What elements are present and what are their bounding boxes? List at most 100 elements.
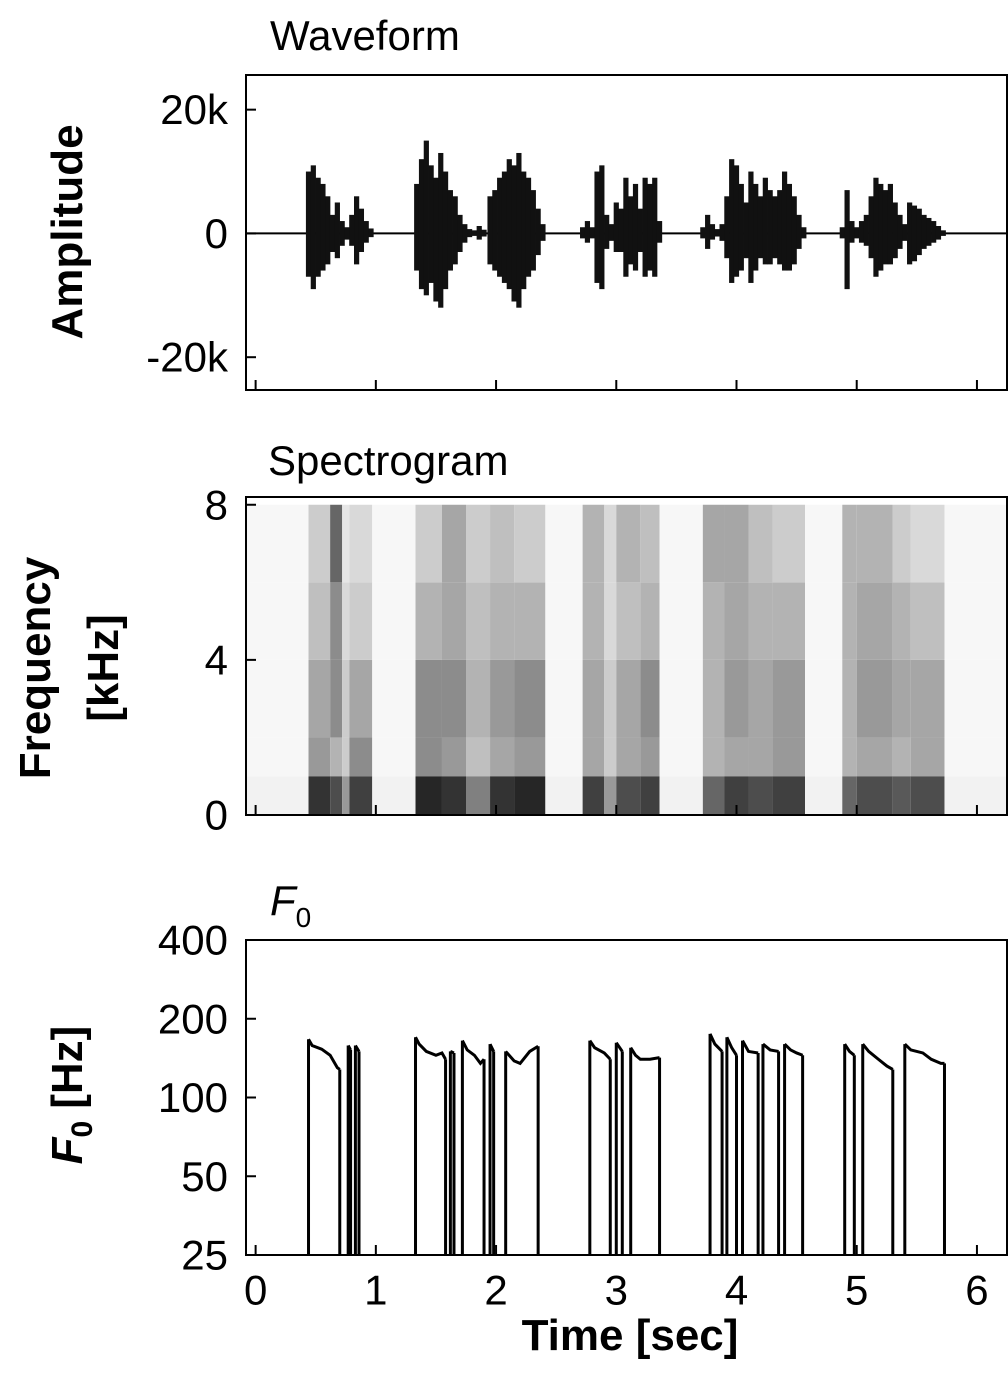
waveform-bar bbox=[902, 224, 908, 241]
waveform-bar bbox=[854, 227, 860, 239]
waveform-bar bbox=[796, 214, 802, 249]
heatmap-cell bbox=[415, 659, 442, 738]
y-axis-label: Frequency bbox=[11, 556, 60, 779]
heatmap-cell bbox=[545, 582, 583, 660]
heatmap-cell bbox=[640, 504, 660, 583]
waveform-bar bbox=[786, 183, 792, 271]
waveform-bar bbox=[358, 208, 365, 252]
heatmap-cell bbox=[466, 776, 491, 815]
heatmap-cell bbox=[514, 659, 546, 738]
waveform-bar bbox=[594, 171, 600, 283]
heatmap-cell bbox=[702, 659, 725, 738]
heatmap-cell bbox=[246, 659, 309, 738]
heatmap-cell bbox=[342, 582, 350, 660]
heatmap-cell bbox=[659, 659, 703, 738]
x-tick-label: 0 bbox=[244, 1267, 267, 1314]
heatmap-cell bbox=[514, 504, 546, 583]
heatmap-cell bbox=[441, 504, 467, 583]
y-tick-label: 25 bbox=[181, 1232, 228, 1279]
waveform-bar bbox=[647, 183, 653, 271]
waveform-bar bbox=[738, 183, 744, 271]
waveform-bar bbox=[709, 224, 716, 240]
heatmap-cell bbox=[772, 776, 806, 815]
heatmap-cell bbox=[944, 504, 1007, 583]
waveform-bar bbox=[438, 152, 444, 308]
heatmap-cell bbox=[372, 504, 416, 583]
waveform-bar bbox=[632, 183, 639, 271]
waveform-bar bbox=[892, 202, 898, 259]
heatmap-cell bbox=[659, 504, 703, 583]
heatmap-cell bbox=[910, 776, 945, 815]
y-axis-label: Amplitude bbox=[43, 124, 92, 339]
heatmap-cell bbox=[842, 776, 857, 815]
heatmap-cell bbox=[892, 659, 911, 738]
heatmap-cell bbox=[702, 504, 725, 583]
waveform-bar bbox=[462, 224, 468, 243]
heatmap-cell bbox=[748, 659, 773, 738]
heatmap-cell bbox=[349, 659, 373, 738]
y-tick-label: 200 bbox=[158, 995, 228, 1042]
x-tick-label: 1 bbox=[364, 1267, 387, 1314]
heatmap-cell bbox=[308, 504, 331, 583]
waveform-bar bbox=[516, 152, 522, 308]
heatmap-cell bbox=[856, 504, 893, 583]
y-tick-label: 50 bbox=[181, 1153, 228, 1200]
waveform-bar bbox=[801, 227, 807, 239]
heatmap-cell bbox=[604, 776, 617, 815]
waveform-bar bbox=[329, 214, 336, 252]
heatmap-cell bbox=[330, 582, 343, 660]
x-tick-label: 2 bbox=[484, 1267, 507, 1314]
y-tick-label: 20k bbox=[160, 86, 229, 133]
panel-title: F0 bbox=[270, 877, 311, 933]
heatmap-cell bbox=[330, 776, 343, 815]
heatmap-cell bbox=[330, 737, 343, 777]
heatmap-cell bbox=[514, 776, 546, 815]
heatmap-cell bbox=[944, 776, 1007, 815]
heatmap-cell bbox=[514, 737, 546, 777]
waveform-bar bbox=[781, 171, 788, 271]
waveform-bar bbox=[705, 214, 711, 249]
waveform-bar bbox=[540, 224, 546, 241]
heatmap-cell bbox=[308, 659, 331, 738]
waveform-bar bbox=[858, 221, 865, 243]
heatmap-cell bbox=[748, 504, 773, 583]
heatmap-cell bbox=[372, 659, 416, 738]
waveform-bar bbox=[887, 183, 893, 265]
heatmap-cell bbox=[415, 504, 442, 583]
heatmap-cell bbox=[640, 659, 660, 738]
heatmap-cell bbox=[441, 737, 467, 777]
heatmap-cell bbox=[856, 659, 893, 738]
title-part: F bbox=[270, 877, 298, 924]
waveform-bar bbox=[320, 183, 326, 271]
waveform-bar bbox=[608, 224, 615, 241]
waveform-bar bbox=[618, 208, 624, 252]
y-tick-label: -20k bbox=[146, 334, 229, 381]
heatmap-cell bbox=[490, 582, 515, 660]
waveform-bar bbox=[772, 196, 778, 259]
y-tick-label: 4 bbox=[205, 636, 228, 683]
waveform-bar bbox=[791, 196, 797, 265]
waveform-bar bbox=[748, 171, 754, 283]
heatmap-cell bbox=[772, 737, 806, 777]
heatmap-cell bbox=[616, 737, 641, 777]
heatmap-cell bbox=[805, 582, 843, 660]
y-tick-label: 0 bbox=[205, 210, 228, 257]
heatmap-cell bbox=[702, 582, 725, 660]
waveform-bar bbox=[423, 140, 429, 296]
heatmap-cell bbox=[582, 737, 605, 777]
heatmap-cell bbox=[349, 504, 373, 583]
heatmap-cell bbox=[910, 737, 945, 777]
heatmap-cell bbox=[415, 776, 442, 815]
heatmap-cell bbox=[466, 659, 491, 738]
waveform-bar bbox=[467, 229, 473, 238]
waveform-bar bbox=[447, 190, 453, 271]
waveform-bar bbox=[476, 226, 482, 240]
heatmap-cell bbox=[246, 737, 309, 777]
heatmap-cell bbox=[330, 659, 343, 738]
waveform-bar bbox=[940, 230, 946, 236]
heatmap-cell bbox=[702, 776, 725, 815]
heatmap-cell bbox=[466, 737, 491, 777]
waveform-bar bbox=[926, 217, 932, 246]
waveform-bar bbox=[767, 190, 773, 265]
